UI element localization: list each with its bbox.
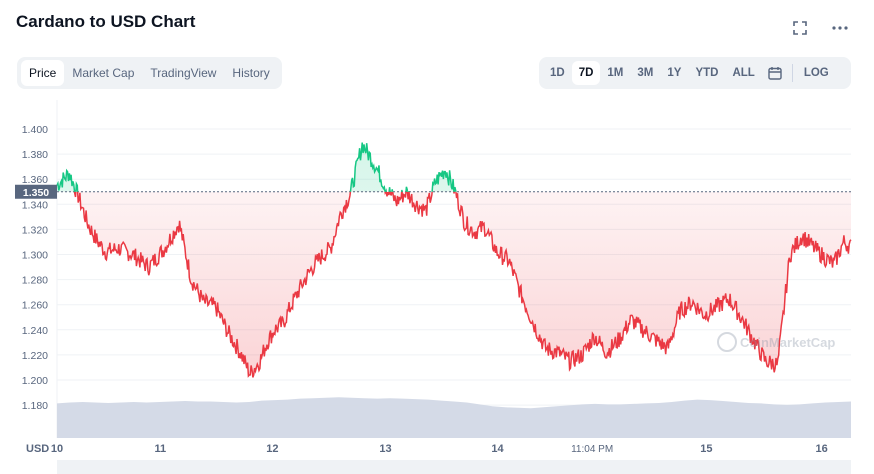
volume-shape <box>57 397 851 438</box>
log-scale-toggle[interactable]: LOG <box>803 67 829 79</box>
tab-price[interactable]: Price <box>21 60 65 86</box>
x-tick-label: 10 <box>51 443 63 455</box>
y-tick-label: 1.240 <box>22 325 48 337</box>
divider <box>791 64 793 82</box>
coinmarketcap-logo-icon <box>717 332 737 352</box>
x-tick-label: 16 <box>816 443 828 455</box>
coinmarketcap-watermark: CoinMarketCap <box>717 332 835 352</box>
current-price-label: 1.350 <box>23 187 49 199</box>
chart-type-tabs: Price Market Cap TradingView History <box>17 57 282 89</box>
range-1d[interactable]: 1D <box>550 67 565 79</box>
navigator-strip[interactable] <box>57 460 851 474</box>
y-tick-label: 1.180 <box>22 400 48 412</box>
y-axis: 1.400 1.380 1.360 1.340 1.320 1.300 1.280 1.260… <box>22 124 48 412</box>
y-tick-label: 1.380 <box>22 149 48 161</box>
range-3m[interactable]: 3M <box>637 67 654 79</box>
y-tick-label: 1.280 <box>22 275 48 287</box>
tab-tradingview[interactable]: TradingView <box>150 66 217 80</box>
page-title: Cardano to USD Chart <box>16 12 196 31</box>
x-tick-label: 14 <box>491 443 504 455</box>
y-tick-label: 1.400 <box>22 124 48 136</box>
range-1m[interactable]: 1M <box>607 67 624 79</box>
y-tick-label: 1.300 <box>22 250 48 262</box>
price-chart[interactable]: 1.400 1.380 1.360 1.340 1.320 1.300 1.280 1.260… <box>0 100 874 474</box>
currency-label: USD <box>26 443 49 455</box>
y-tick-label: 1.360 <box>22 174 48 186</box>
y-tick-label: 1.220 <box>22 350 48 362</box>
volume-area <box>57 397 851 438</box>
range-ytd[interactable]: YTD <box>695 67 719 79</box>
range-all[interactable]: ALL <box>732 67 755 79</box>
more-options-icon[interactable] <box>830 18 850 38</box>
watermark-text: CoinMarketCap <box>740 335 835 350</box>
price-series <box>56 142 852 378</box>
y-tick-label: 1.200 <box>22 375 48 387</box>
fullscreen-icon[interactable] <box>790 18 810 38</box>
y-tick-label: 1.340 <box>22 199 48 211</box>
x-axis: 10 11 12 13 14 11:04 PM 15 16 <box>51 443 828 455</box>
x-tick-label: 15 <box>700 443 712 455</box>
y-tick-label: 1.320 <box>22 224 48 236</box>
price-fill-below <box>57 191 851 378</box>
calendar-icon[interactable] <box>762 66 788 80</box>
current-price-badge: 1.350 <box>15 184 57 199</box>
price-line-below-ref <box>73 191 852 378</box>
x-tick-label: 11 <box>155 443 167 455</box>
tab-market-cap[interactable]: Market Cap <box>72 66 135 80</box>
range-7d[interactable]: 7D <box>571 61 601 85</box>
y-tick-label: 1.260 <box>22 300 48 312</box>
x-tick-label: 13 <box>379 443 391 455</box>
range-1y[interactable]: 1Y <box>667 67 682 79</box>
x-tick-label: 11:04 PM <box>571 444 613 455</box>
time-range-selector: 1D 7D 1M 3M 1Y YTD ALL LOG <box>539 57 851 89</box>
chart-actions <box>790 18 850 38</box>
tab-history[interactable]: History <box>232 66 270 80</box>
x-tick-label: 12 <box>266 443 278 455</box>
price-fill <box>57 142 851 378</box>
